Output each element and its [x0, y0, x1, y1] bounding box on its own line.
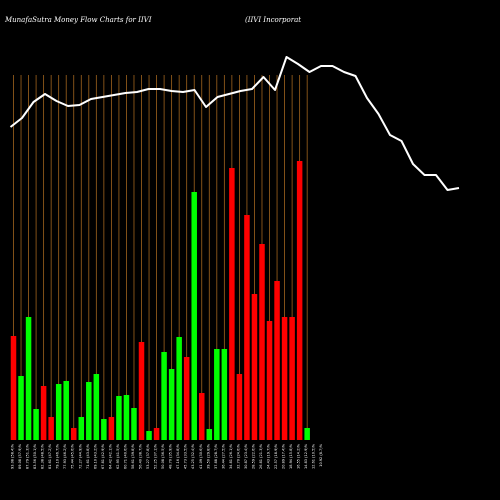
bar [244, 215, 250, 440]
bar [296, 161, 303, 440]
bar-series [10, 161, 310, 440]
bar [266, 321, 273, 440]
x-tick-label: 12.61 (10.5)% [312, 443, 316, 469]
x-tick-label: 18.94 (15.8)% [289, 443, 293, 469]
x-tick-label: 34.81 (26.1)% [229, 443, 233, 469]
bar [281, 317, 288, 440]
bar [131, 408, 137, 440]
bar [229, 168, 235, 440]
bar [191, 192, 197, 440]
x-tick-label: 24.43 (19.7)% [267, 443, 271, 469]
x-tick-label: 58.61 (39.8)% [131, 443, 135, 469]
x-tick-label: 47.16 (34.8)% [176, 443, 180, 469]
bar [153, 428, 160, 440]
bar [161, 352, 167, 440]
x-tick-label: 50.08 (36.5)% [161, 443, 165, 469]
bar [116, 396, 122, 440]
x-tick-label: 83.56 (50.1)% [33, 443, 37, 469]
bar [251, 294, 258, 440]
bar [183, 357, 190, 440]
x-tick-label: 36.44 (27.5)% [221, 443, 225, 469]
x-tick-label: 20.89 (17.4)% [282, 443, 286, 469]
bar [123, 395, 130, 440]
x-tick-label: 48.70 (35.9)% [169, 443, 173, 469]
bar [86, 382, 92, 440]
x-tick-label: 82.38 (48.5)% [41, 443, 45, 469]
x-tick-label: 77.93 (46.2)% [63, 443, 67, 469]
bar [33, 409, 39, 440]
price-line [9, 56, 460, 191]
x-tick-label: 30.87 (23.4)% [244, 443, 248, 469]
x-tick-label: 72.27 (44.9)% [78, 443, 82, 469]
x-tick-label: 67.81 (42.9)% [101, 443, 105, 469]
x-tick-label: 10.92 (8.7)% [319, 443, 323, 466]
x-tick-label: 53.27 (37.8)% [146, 443, 150, 469]
bar [236, 374, 243, 440]
bar [214, 349, 220, 440]
x-tick-label: 62.95 (41.5)% [116, 443, 120, 469]
x-tick-label: 39.50 (29.8)% [206, 443, 210, 469]
x-tick-label: 41.09 (30.6)% [199, 443, 203, 469]
bar [55, 384, 62, 440]
x-tick-label: 16.55 (14.2)% [297, 443, 301, 469]
x-tick-labels: 93.08 (58.4)% 89.08 (57.9)% 87.79 (51.3)% 8… [11, 443, 324, 469]
x-tick-label: 89.08 (57.9)% [18, 443, 22, 469]
bar [10, 336, 17, 440]
x-tick-label: 93.08 (58.4)% [11, 443, 15, 469]
x-tick-label: 52.25 (37.1)% [154, 443, 158, 469]
bar [63, 381, 69, 440]
bar [146, 431, 152, 440]
x-tick-label: 26.81 (21.3)% [259, 443, 263, 469]
x-tick-label: 56.40 (38.7)% [139, 443, 143, 469]
bar [289, 317, 295, 440]
bar [176, 337, 182, 440]
bar [25, 317, 32, 440]
x-tick-label: 81.61 (47.2)% [48, 443, 52, 469]
x-tick-label: 60.71 (40.6)% [123, 443, 127, 469]
x-tick-label: 43.25 (32.4)% [191, 443, 195, 469]
bar [221, 349, 228, 440]
x-tick-label: 64.42 (42.1)% [108, 443, 112, 469]
x-tick-label: 14.83 (12.9)% [304, 443, 308, 469]
bar [18, 376, 24, 440]
chart-subtitle: (IIVI Incorporat [245, 16, 301, 24]
bar [304, 428, 310, 440]
x-tick-label: 37.88 (28.7)% [214, 443, 218, 469]
bar [259, 244, 265, 440]
bar [78, 417, 85, 440]
x-tick-label: 75.44 (45.6)% [71, 443, 75, 469]
bar [206, 429, 213, 440]
x-tick-label: 32.70 (24.6)% [236, 443, 240, 469]
chart-title: MunafaSutra Money Flow Charts for IIVI [4, 16, 152, 24]
x-tick-label: 87.79 (51.3)% [26, 443, 30, 469]
bar [40, 386, 47, 440]
x-tick-label: 69.10 (43.2)% [93, 443, 97, 469]
x-tick-label: 71.61 (43.8)% [86, 443, 90, 469]
bar [48, 417, 54, 440]
bar [199, 393, 205, 440]
bar [168, 369, 175, 440]
bar [108, 417, 115, 440]
bar [70, 428, 77, 440]
bar [93, 374, 100, 440]
bar [274, 281, 280, 440]
x-tick-label: 28.59 (22.6)% [251, 443, 255, 469]
x-tick-label: 79.10 (46.7)% [56, 443, 60, 469]
x-tick-label: 45.73 (33.5)% [184, 443, 188, 469]
bar [101, 419, 107, 440]
x-tick-label: 22.57 (18.9)% [274, 443, 278, 469]
bar [138, 342, 145, 440]
